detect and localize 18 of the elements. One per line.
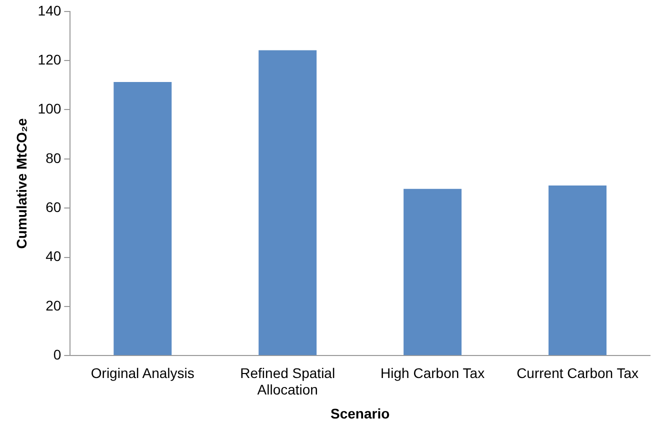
y-tick-label: 0 (53, 346, 62, 362)
bar (548, 185, 607, 356)
x-tick-label: High Carbon Tax (380, 364, 485, 381)
y-tick-label: 60 (46, 198, 62, 215)
y-tick-label: 140 (38, 2, 62, 18)
bar (114, 82, 172, 356)
y-tick-label: 20 (46, 297, 62, 314)
y-tick-label: 40 (46, 248, 62, 264)
y-tick-label: 80 (46, 150, 62, 166)
y-axis-title: Cumulative MtCO₂e (13, 118, 30, 249)
x-axis-title: Scenario (330, 405, 390, 422)
x-tick-label: Original Analysis (90, 364, 194, 381)
y-tick-label: 100 (38, 100, 62, 117)
x-tick-label: Current Carbon Tax (516, 364, 638, 381)
x-tick-label: Refined Spatial Allocation (240, 364, 336, 398)
y-tick-label: 120 (38, 51, 62, 68)
bar (258, 50, 317, 356)
bar (404, 188, 462, 356)
